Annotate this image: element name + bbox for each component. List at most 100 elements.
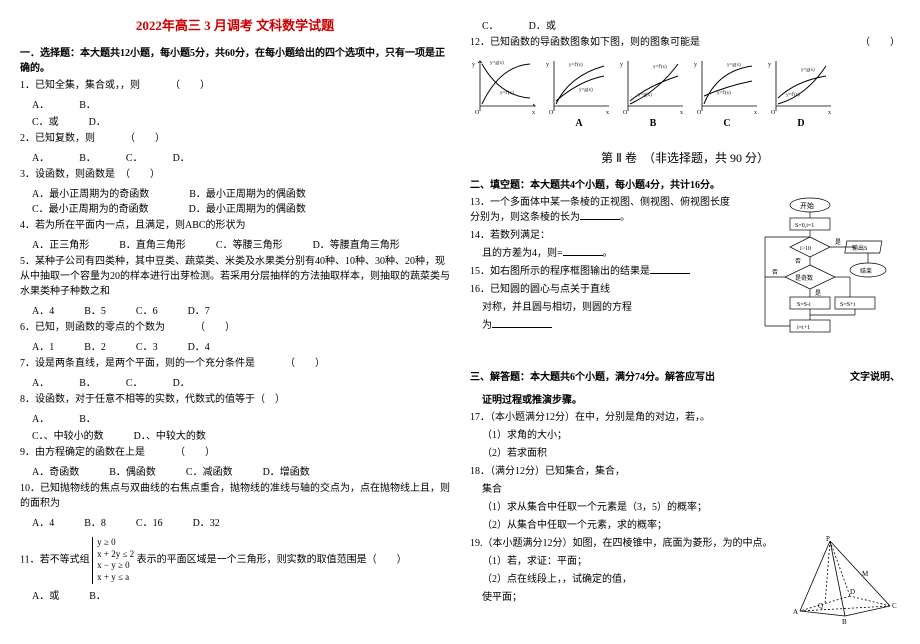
svg-text:y=f'(x): y=f'(x) (786, 93, 800, 98)
q6-opt-d: D．4 (188, 338, 210, 353)
q12-graph-d: Oxy y=g(x) y=f'(x) D (766, 56, 836, 129)
q2: 2．已知复数，则（ ） (20, 131, 450, 146)
q11: 11．若不等式组 y ≥ 0 x + 2y ≤ 2 x − y ≥ 0 x + … (20, 537, 450, 584)
svg-text:y=g(x): y=g(x) (579, 88, 593, 93)
q11-opt-d: D．或 (529, 17, 556, 32)
q9-opt-c: C．减函数 (186, 463, 233, 478)
svg-text:输出S: 输出S (852, 244, 867, 252)
q4-opt-c: C．等腰三角形 (216, 236, 283, 251)
section3-head2: 文字说明、 (850, 368, 900, 383)
section2-heading: 二、填空题：本大题共4个小题，每小题4分，共计16分。 (470, 176, 900, 191)
q15-text: 15．如右图所示的程序框图输出的结果是 (470, 266, 650, 277)
q11-opt-b: B． (89, 587, 106, 602)
q9-text: 9．由方程确定的函数在上是 (20, 447, 145, 458)
q2-options: A． B． C． D． (32, 149, 450, 164)
q3: 3．设函数，则函数是 （ ） (20, 167, 450, 182)
q8: 8．设函数，对于任意不相等的实数，代数式的值等于（ ） (20, 392, 450, 407)
q3-opt-a: A．最小正周期为的奇函数 (32, 185, 149, 200)
q16c-text: 为 (482, 320, 492, 331)
q12-paren: （ ） (860, 35, 900, 50)
q10: 10．已知抛物线的焦点与双曲线的右焦点重合，抛物线的准线与轴的交点为，点在抛物线… (20, 481, 450, 511)
pyramid-svg: P M A B C D Q (790, 536, 900, 626)
q13-blank (580, 219, 620, 220)
q12-graphs: y x O y=g(x) y=f'(x) Oxy y=f'(x) (470, 56, 900, 129)
q8-opt-a: A． (32, 410, 49, 425)
q9: 9．由方程确定的函数在上是 （ ） (20, 445, 450, 460)
svg-text:D: D (850, 588, 855, 596)
q15-blank (650, 273, 690, 274)
graph-svg-a: Oxy y=f'(x) y=g(x) (544, 56, 614, 116)
svg-text:i=i+1: i=i+1 (797, 325, 810, 331)
pyramid-figure: P M A B C D Q (790, 536, 900, 629)
q10-opt-d: D．32 (193, 514, 220, 529)
q17: 17．（本小题满分12分）在中，分别是角的对边，若，。 (470, 410, 900, 425)
section3-head-text: 三、解答题：本大题共6个小题，满分74分。解答应写出 (470, 372, 715, 383)
graph-label-b: B (618, 118, 688, 129)
q7-text: 7．设是两条直线，是两个平面，则的一个充分条件是 (20, 358, 255, 369)
q5-options: A．4 B．5 C．6 D．7 (32, 302, 450, 317)
q18d: （2）从集合中任取一个元素，求的概率； (482, 518, 900, 533)
q12: 12．已知函数的导函数图象如下图，则的图象可能是（ ） (470, 35, 900, 50)
q12-graph-c: Oxy y=g(x) y=f'(x) C (692, 56, 762, 129)
q6-options: A．1 B．2 C．3 D．4 (32, 338, 450, 353)
q5-opt-b: B．5 (84, 302, 106, 317)
q10-opt-c: C．16 (136, 514, 163, 529)
q9-opt-b: B．偶函数 (109, 463, 156, 478)
svg-text:x: x (680, 110, 683, 116)
q2-opt-d: D． (173, 149, 190, 164)
q11-cases: y ≥ 0 x + 2y ≤ 2 x − y ≥ 0 x + y ≤ a (92, 537, 134, 584)
svg-text:O: O (549, 110, 554, 116)
q2-paren: （ ） (125, 133, 165, 144)
q4-opt-a: A．正三角形 (32, 236, 89, 251)
q6-text: 6．已知，则函数的零点的个数为 (20, 322, 165, 333)
q8-opt-d: D．、中较大的数 (134, 427, 206, 442)
q12-graph-given: y x O y=g(x) y=f'(x) (470, 56, 540, 129)
q1-opt-d: D． (89, 113, 106, 128)
flowchart-container: 开始 S=0,i=1 i>10 是 输出S 结束 否 是奇数 否 是 S=S-i (740, 195, 900, 368)
q1: 1．已知全集，集合或，，则（ ） (20, 78, 450, 93)
q6-opt-b: B．2 (84, 338, 106, 353)
svg-text:y=f'(x): y=f'(x) (717, 91, 731, 96)
q11-case-2: x − y ≥ 0 (97, 560, 134, 572)
q1-text: 1．已知全集，集合或，，则 (20, 80, 140, 91)
svg-text:是奇数: 是奇数 (795, 274, 813, 282)
graph-svg-c: Oxy y=g(x) y=f'(x) (692, 56, 762, 116)
svg-text:O: O (623, 110, 628, 116)
q1-opt-b: B． (79, 96, 96, 111)
q9-options: A．奇函数 B．偶函数 C．减函数 D．增函数 (32, 463, 450, 478)
graph-label-a: A (544, 118, 614, 129)
q7-opt-d: D． (173, 374, 190, 389)
q9-paren: （ ） (175, 447, 215, 458)
q1-opt-a: A． (32, 96, 49, 111)
svg-text:x: x (606, 110, 609, 116)
left-column: 2022年高三 3 月调考 文科数学试题 一．选择题：本大题共12小题，每小题5… (20, 15, 450, 629)
q14-blank (563, 255, 603, 256)
q3-options: A．最小正周期为的奇函数 B．最小正周期为的偶函数 C．最小正周期为的奇函数 D… (32, 185, 450, 215)
q7-opt-a: A． (32, 374, 49, 389)
svg-text:O: O (771, 110, 776, 116)
q6-opt-c: C．3 (136, 338, 158, 353)
graph-svg-d: Oxy y=g(x) y=f'(x) (766, 56, 836, 116)
svg-text:x: x (828, 110, 831, 116)
q5: 5．某种子公司有四类种，其中豆类、蔬菜类、米类及水果类分别有40种、10种、30… (20, 254, 450, 299)
q4: 4．若为所在平面内一点，且满足，则ABC的形状为 (20, 218, 450, 233)
svg-text:开始: 开始 (800, 201, 814, 210)
q11-case-0: y ≥ 0 (97, 537, 134, 549)
flowchart-svg: 开始 S=0,i=1 i>10 是 输出S 结束 否 是奇数 否 是 S=S-i (740, 195, 900, 365)
q5-opt-d: D．7 (188, 302, 210, 317)
q17b: （2）若求面积 (482, 446, 900, 461)
svg-text:O: O (697, 110, 702, 116)
q14b-text: 且的方差为4，则= (482, 248, 563, 259)
svg-text:i>10: i>10 (800, 246, 811, 252)
q11-pre: 11．若不等式组 (20, 555, 90, 566)
q8-opt-b: B． (79, 410, 96, 425)
svg-text:y=f'(x): y=f'(x) (500, 91, 514, 96)
q4-opt-d: D．等腰直角三角形 (313, 236, 400, 251)
svg-text:S=S+i: S=S+i (840, 302, 855, 308)
svg-text:S=0,i=1: S=0,i=1 (795, 223, 814, 229)
q12-graph-b: Oxy y=f'(x) y=g(x) B (618, 56, 688, 129)
section1-heading: 一．选择题：本大题共12小题，每小题5分，共60分，在每小题给出的四个选项中，只… (20, 44, 450, 74)
svg-text:y=g(x): y=g(x) (638, 93, 652, 98)
section3-heading: 三、解答题：本大题共6个小题，满分74分。解答应写出 (470, 372, 715, 383)
q7-options: A． B． C． D． (32, 374, 450, 389)
